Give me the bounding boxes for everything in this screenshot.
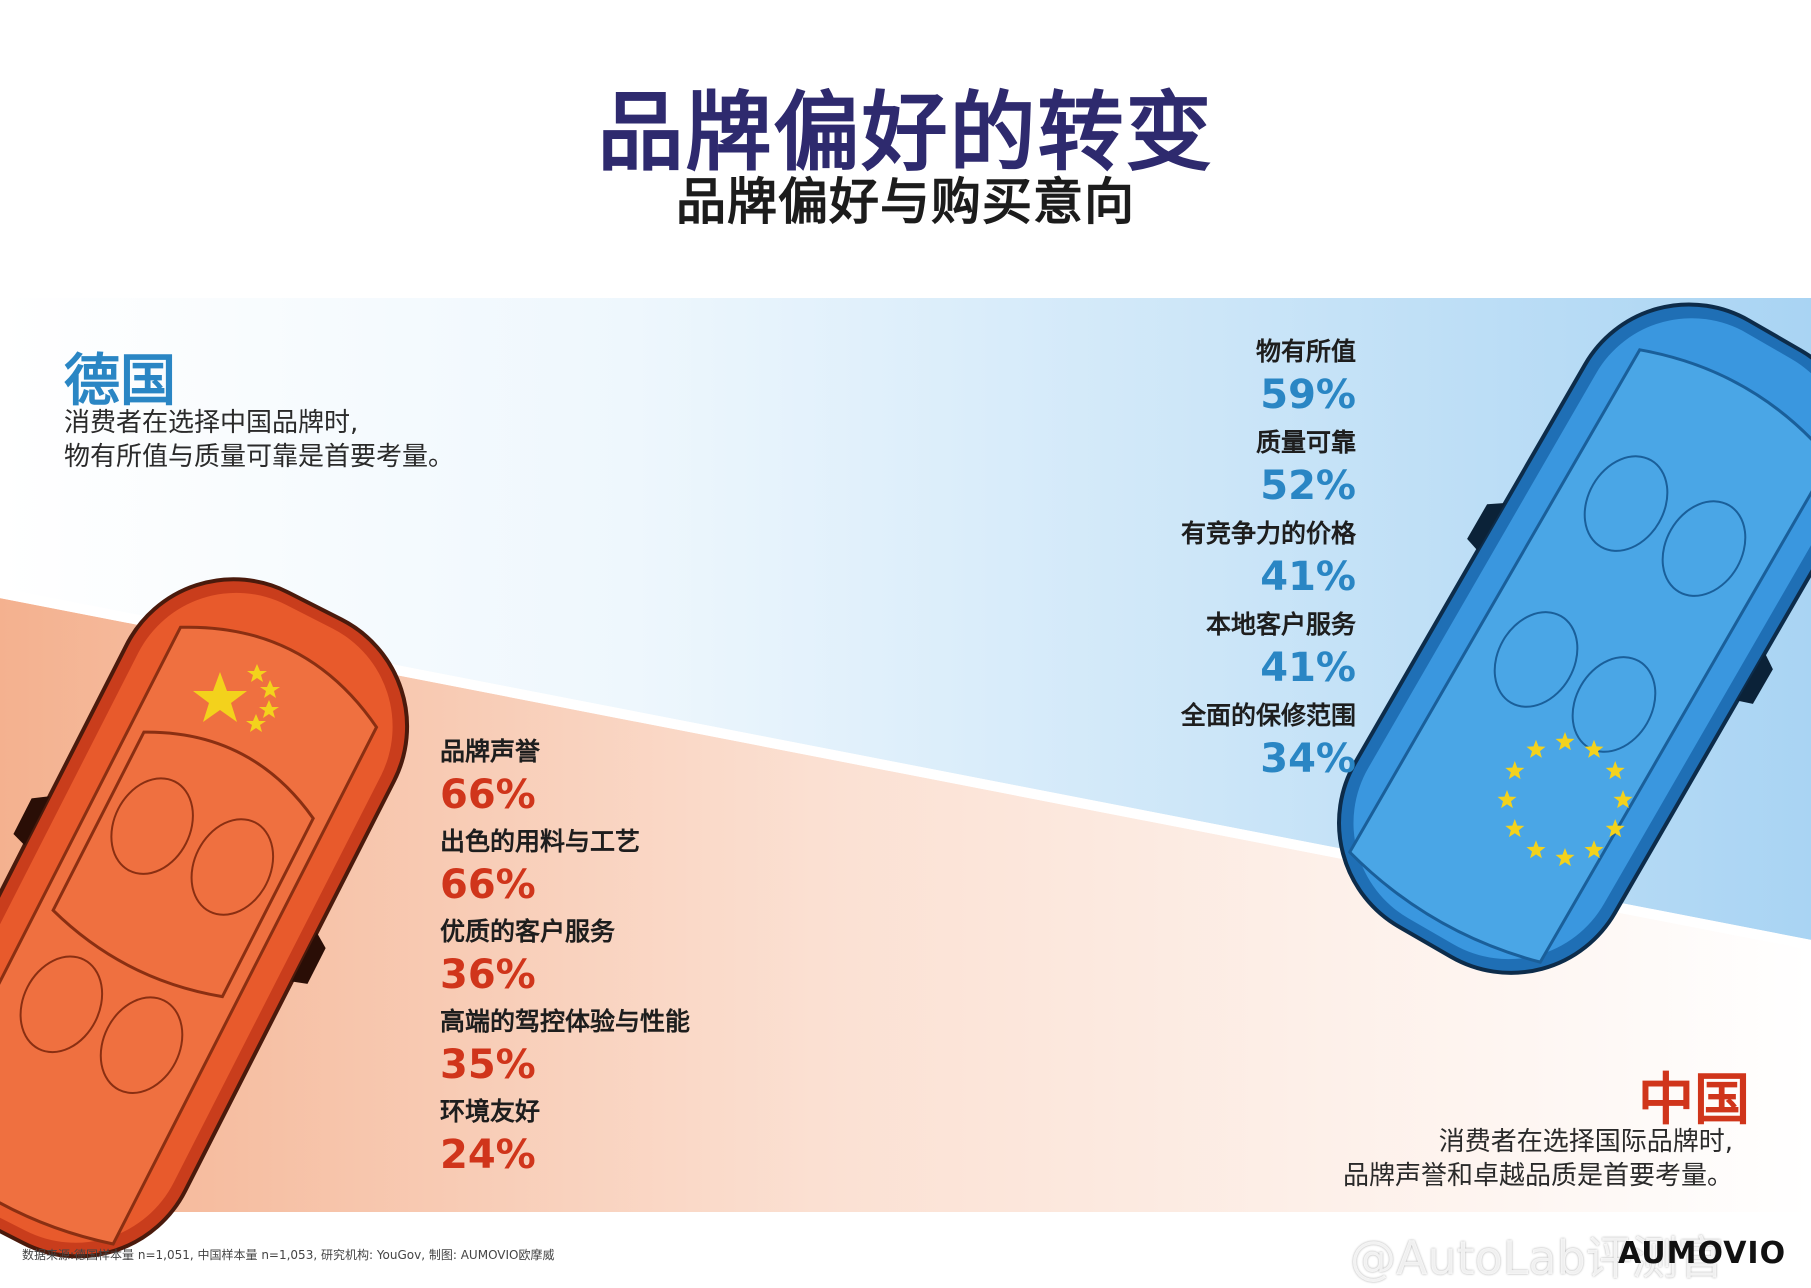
metric-value: 24%: [440, 1132, 536, 1178]
eu-star: [1605, 819, 1625, 838]
metric-label: 高端的驾控体验与性能: [440, 1007, 691, 1036]
eu-star: [1497, 790, 1517, 809]
eu-star: [1613, 790, 1633, 809]
china-title: 中国: [1638, 1068, 1750, 1133]
china-flag-stars-icon: [193, 664, 280, 732]
metric-value: 41%: [1260, 554, 1356, 600]
eu-star: [1555, 848, 1575, 867]
brand-logo: AUMOVIO: [1618, 1236, 1787, 1271]
metric-value: 66%: [440, 862, 536, 908]
metric-label: 优质的客户服务: [440, 917, 616, 946]
metric-value: 59%: [1260, 372, 1356, 418]
page-subtitle: 品牌偏好与购买意向: [676, 173, 1135, 231]
metric-label: 有竞争力的价格: [1180, 519, 1356, 548]
metric-label: 物有所值: [1255, 337, 1356, 366]
metric-item: 优质的客户服务 36%: [440, 916, 615, 1002]
metric-value: 36%: [440, 952, 536, 998]
eu-star: [1505, 819, 1525, 838]
germany-title: 德国: [64, 349, 176, 414]
metric-value: 34%: [1260, 736, 1356, 782]
metric-value: 41%: [1260, 645, 1356, 691]
metric-item: 全面的保修范围 34%: [1181, 700, 1356, 786]
eu-star: [1584, 840, 1604, 859]
germany-description: 消费者在选择中国品牌时, 物有所值与质量可靠是首要考量。: [64, 408, 455, 472]
eu-star: [1584, 739, 1604, 758]
metric-item: 质量可靠 52%: [1256, 427, 1356, 513]
metric-item: 出色的用料与工艺 66%: [440, 826, 640, 912]
metric-label: 品牌声誉: [440, 737, 541, 766]
metric-item: 品牌声誉 66%: [440, 736, 540, 822]
eu-star: [1555, 732, 1575, 751]
metric-item: 物有所值 59%: [1256, 336, 1356, 422]
source-note: 数据来源:德国样本量 n=1,051, 中国样本量 n=1,053, 研究机构:…: [22, 1248, 555, 1262]
metric-label: 全面的保修范围: [1180, 701, 1356, 730]
watermark: @AutoLab评测官: [1350, 1231, 1724, 1285]
metric-value: 66%: [440, 772, 536, 818]
china-description: 消费者在选择国际品牌时, 品牌声誉和卓越品质是首要考量。: [1342, 1127, 1733, 1191]
page-title: 品牌偏好的转变: [597, 83, 1214, 183]
metric-label: 质量可靠: [1255, 428, 1356, 457]
eu-star: [1505, 761, 1525, 780]
metric-item: 高端的驾控体验与性能 35%: [440, 1006, 690, 1092]
eu-stars-icon: [1497, 732, 1633, 867]
metric-value: 52%: [1260, 463, 1356, 509]
metric-label: 本地客户服务: [1205, 610, 1356, 639]
metric-item: 本地客户服务 41%: [1206, 609, 1356, 695]
eu-star: [1526, 739, 1546, 758]
metric-label: 出色的用料与工艺: [440, 827, 641, 856]
metric-item: 环境友好 24%: [440, 1096, 540, 1182]
eu-star: [1526, 840, 1546, 859]
metric-value: 35%: [440, 1042, 536, 1088]
metric-label: 环境友好: [440, 1097, 541, 1126]
china-band: [0, 598, 1811, 1212]
metric-item: 有竞争力的价格 41%: [1181, 518, 1356, 604]
eu-star: [1605, 761, 1625, 780]
